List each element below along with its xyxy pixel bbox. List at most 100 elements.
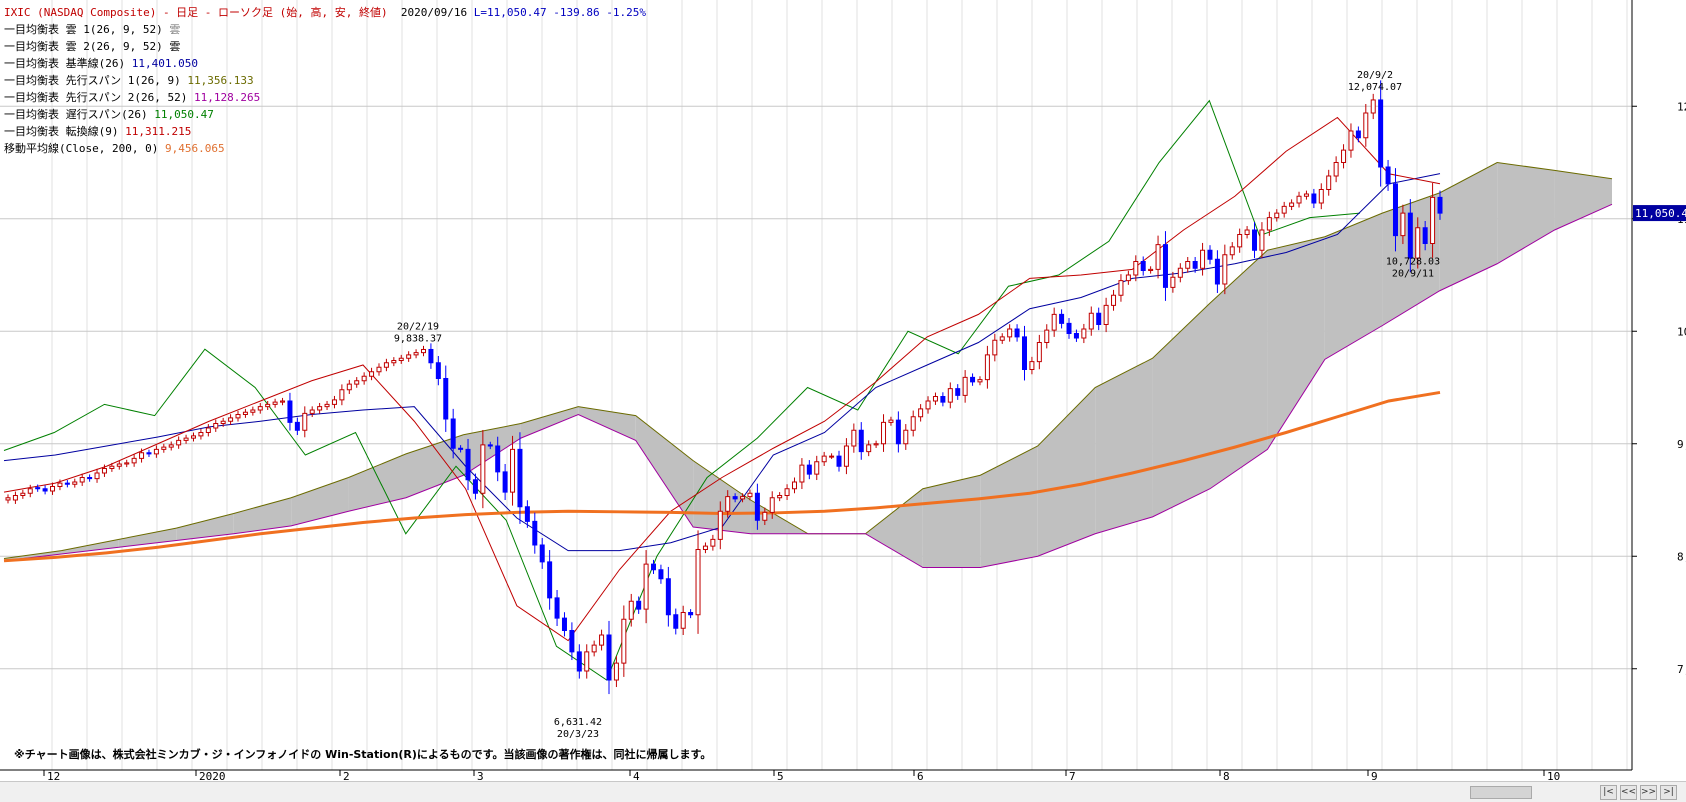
candle-body — [1140, 261, 1146, 271]
candle-body — [1066, 322, 1072, 334]
legend-item: 一目均衡表 雲 1(26, 9, 52) 雲 — [4, 21, 646, 38]
candle-body — [502, 471, 508, 493]
chart-canvas[interactable]: 20/2/199,838.376,631.4220/3/2320/9/212,0… — [0, 0, 1686, 781]
legend-value: 11,356.133 — [187, 74, 254, 87]
candle-body — [576, 651, 582, 672]
annotation-line2: 20/9/11 — [1392, 268, 1434, 279]
candle-body — [12, 495, 18, 501]
candle-body — [287, 400, 293, 423]
candle-body — [383, 362, 389, 368]
candle-body — [636, 600, 642, 610]
cloud-segment — [348, 453, 406, 512]
scroll-back-button[interactable]: << — [1620, 785, 1637, 800]
candle-body — [754, 492, 760, 521]
legend-label: 一目均衡表 遅行スパン(26) — [4, 108, 155, 121]
candle-body — [495, 445, 501, 473]
candle-body — [346, 383, 352, 391]
candle-body — [1348, 130, 1354, 151]
candle-body — [331, 399, 337, 405]
candle-body — [1222, 254, 1228, 285]
candle-body — [1370, 99, 1376, 114]
annotation-line1: 20/9/2 — [1357, 70, 1393, 81]
candle-body — [124, 462, 130, 465]
candle-body — [1311, 193, 1317, 204]
legend-label: 移動平均線(Close, 200, 0) — [4, 142, 165, 155]
candle-body — [762, 511, 768, 521]
candle-body — [925, 400, 931, 410]
candle-body — [458, 447, 464, 450]
annotation-line1: 6,631.42 — [554, 717, 602, 728]
scroll-last-button[interactable]: >| — [1660, 785, 1677, 800]
cloud-segment — [1554, 170, 1612, 230]
candle-body — [20, 492, 26, 496]
candle-body — [487, 444, 493, 447]
candle-body — [584, 651, 590, 672]
candle-body — [717, 510, 723, 540]
annotation-line2: 12,074.07 — [1348, 82, 1402, 93]
candle-body — [1044, 329, 1050, 343]
candle-body — [465, 448, 471, 481]
horizontal-scrollbar[interactable]: |< << >> >| — [0, 781, 1686, 802]
legend-value: 11,311.215 — [125, 125, 192, 138]
candle-body — [250, 409, 256, 413]
cloud-segment — [922, 475, 981, 568]
legend-item: 一目均衡表 遅行スパン(26) 11,050.47 — [4, 106, 646, 123]
scroll-first-button[interactable]: |< — [1600, 785, 1617, 800]
chart-title: IXIC (NASDAQ Composite) - 日足 - ローソク足 (始,… — [4, 6, 388, 19]
candle-body — [947, 388, 953, 403]
candle-body — [176, 439, 182, 446]
candle-body — [895, 419, 901, 445]
candle-body — [1303, 193, 1309, 197]
legend-value: 11,401.050 — [131, 57, 198, 70]
candle-body — [1363, 112, 1369, 139]
copyright-notice: ※チャート画像は、株式会社ミンカブ・ジ・インフォノイドの Win-Station… — [14, 748, 712, 761]
legend-label: 一目均衡表 転換線(9) — [4, 125, 126, 138]
candle-body — [443, 378, 449, 420]
candle-body — [740, 496, 746, 500]
candle-body — [42, 488, 48, 492]
annotation-line2: 20/3/23 — [557, 729, 599, 740]
cloud-segment — [520, 406, 579, 439]
annotation-line1: 20/2/19 — [397, 321, 439, 332]
candle-body — [732, 496, 738, 500]
candle-body — [398, 357, 404, 361]
candle-body — [1207, 249, 1213, 260]
candle-body — [599, 634, 605, 646]
cloud-segment — [1210, 250, 1268, 489]
candle-body — [843, 445, 849, 467]
indicator-lines — [3, 99, 1613, 681]
candle-body — [302, 412, 308, 431]
candle-body — [1252, 229, 1258, 251]
candle-body — [918, 408, 924, 418]
y-tick-label: 7,000.00 — [1677, 663, 1686, 676]
candle-body — [873, 443, 879, 446]
candle-body — [1118, 280, 1124, 296]
x-tick-label: 4 — [633, 770, 640, 781]
candle-body — [421, 348, 427, 354]
scroll-forward-button[interactable]: >> — [1640, 785, 1657, 800]
legend-label: 一目均衡表 雲 1(26, 9, 52) — [4, 23, 170, 36]
legend-value: 11,050.47 — [154, 108, 214, 121]
candle-body — [361, 375, 367, 382]
cloud-segment — [1324, 213, 1383, 360]
candle-body — [294, 421, 300, 431]
candle-body — [1355, 130, 1361, 139]
candle-body — [205, 427, 211, 433]
candle-body — [866, 444, 872, 453]
legend-label: 一目均衡表 雲 2(26, 9, 52) — [4, 40, 170, 53]
candle-body — [369, 371, 375, 377]
x-tick-label: 8 — [1223, 770, 1230, 781]
x-tick-label: 10 — [1547, 770, 1560, 781]
cloud-segment — [578, 406, 636, 441]
candle-body — [1036, 342, 1042, 363]
candle-body — [131, 457, 137, 464]
candle-body — [769, 497, 775, 513]
candle-body — [57, 482, 63, 487]
candle-body — [50, 486, 56, 492]
scrollbar-thumb[interactable] — [1470, 786, 1532, 799]
candle-body — [903, 429, 909, 445]
candle-body — [1155, 244, 1161, 270]
candle-body — [35, 487, 41, 490]
legend-value: 雲 — [169, 40, 181, 53]
